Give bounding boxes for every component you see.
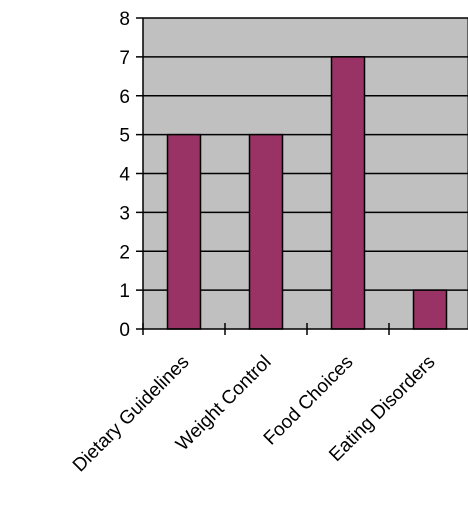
- y-tick-label: 8: [119, 9, 130, 30]
- y-tick-label: 3: [119, 203, 130, 224]
- bar: [412, 289, 448, 330]
- x-tick-label: Dietary Guidelines: [69, 352, 194, 477]
- y-tick-label: 4: [119, 165, 130, 186]
- y-tick-label: 5: [119, 126, 130, 147]
- bar: [166, 133, 202, 330]
- y-tick-label: 1: [119, 281, 130, 302]
- y-tick-label: 7: [119, 48, 130, 69]
- y-tick-label: 0: [119, 320, 130, 341]
- y-tick-label: 2: [119, 242, 130, 263]
- y-tick-label: 6: [119, 87, 130, 108]
- bar: [330, 56, 366, 330]
- bar: [248, 133, 284, 330]
- y-tick-labels: 0 1 2 3 4 5 6 7 8: [119, 9, 130, 341]
- bars: [166, 56, 448, 330]
- axes: [136, 17, 468, 335]
